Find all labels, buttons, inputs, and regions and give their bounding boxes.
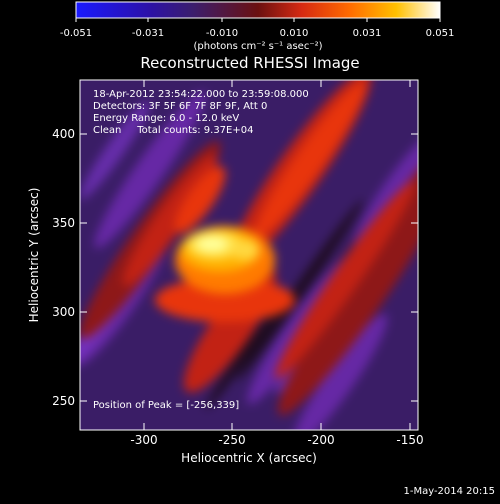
time-range-text: 18-Apr-2012 23:54:22.000 to 23:59:08.000 [93, 89, 309, 100]
y-ticks [80, 133, 418, 402]
colorbar-tick-label: -0.010 [206, 28, 238, 39]
y-axis-label: Heliocentric Y (arcsec) [27, 188, 41, 323]
colorbar-tick-label: 0.010 [280, 28, 309, 39]
x-tick-label: -250 [218, 433, 245, 447]
colorbar-tick-label: -0.051 [60, 28, 92, 39]
peak-position-text: Position of Peak = [-256,339] [93, 400, 239, 411]
colorbar-tick-label: 0.051 [426, 28, 455, 39]
footer-timestamp: 1-May-2014 20:15 [403, 486, 495, 497]
solar-image [80, 80, 418, 430]
energy-range-text: Energy Range: 6.0 - 12.0 keV [93, 113, 239, 124]
y-tick-label: 300 [52, 305, 75, 319]
x-ticks [143, 80, 411, 430]
colorbar-tick-label: 0.031 [353, 28, 382, 39]
x-tick-label: -200 [307, 433, 334, 447]
colorbar-tick-label: -0.031 [132, 28, 164, 39]
colorbar [75, 1, 441, 19]
algorithm-counts-text: Clean Total counts: 9.37E+04 [93, 125, 253, 136]
y-tick-label: 350 [52, 216, 75, 230]
x-axis-label: Heliocentric X (arcsec) [181, 451, 317, 465]
plot-title: Reconstructed RHESSI Image [140, 54, 359, 72]
x-tick-label: -150 [396, 433, 423, 447]
x-tick-label: -300 [130, 433, 157, 447]
colorbar-units: (photons cm⁻² s⁻¹ asec⁻²) [193, 41, 322, 52]
detectors-text: Detectors: 3F 5F 6F 7F 8F 9F, Att 0 [93, 101, 267, 112]
colorbar-ticks [75, 18, 441, 22]
plot-frame [79, 79, 419, 431]
y-tick-label: 250 [52, 394, 75, 408]
y-tick-label: 400 [52, 127, 75, 141]
